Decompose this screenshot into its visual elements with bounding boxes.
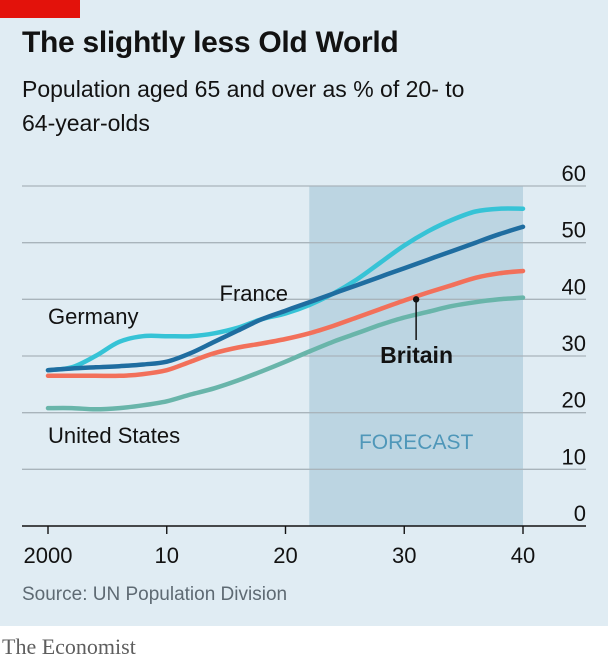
x-tick-label: 20 [273,543,297,568]
y-tick-label: 40 [562,274,586,299]
y-tick-label: 20 [562,388,586,413]
chart-subtitle: Population aged 65 and over as % of 20- … [22,76,465,136]
y-tick-label: 30 [562,331,586,356]
forecast-label: FORECAST [359,431,474,454]
brand-red-tag [0,0,80,18]
chart-title: The slightly less Old World [22,26,399,59]
line-chart: 0 10 20 30 40 50 60 2000 10 20 30 40 FORECAST Germany… [22,161,586,568]
source-note: Source: UN Population Division [22,584,288,605]
series-label-germany: Germany [48,304,138,329]
y-tick-label: 50 [562,218,586,243]
y-tick-label: 60 [562,161,586,186]
series-label-united-states: United States [48,423,180,448]
series-line-germany [45,206,526,373]
britain-marker-dot [412,296,420,303]
y-tick-label: 0 [574,501,586,526]
series-label-britain: Britain [380,342,453,368]
series-label-france: France [220,281,288,306]
series-line-britain [45,268,526,379]
x-tick-label: 2000 [24,543,73,568]
economist-logo: The Economist [2,634,136,659]
x-tick-label: 30 [392,543,416,568]
series-line-france [45,224,526,373]
x-tick-label: 10 [155,543,179,568]
y-tick-label: 10 [562,444,586,469]
series-line-united-states [45,295,526,412]
x-tick-label: 40 [511,543,535,568]
